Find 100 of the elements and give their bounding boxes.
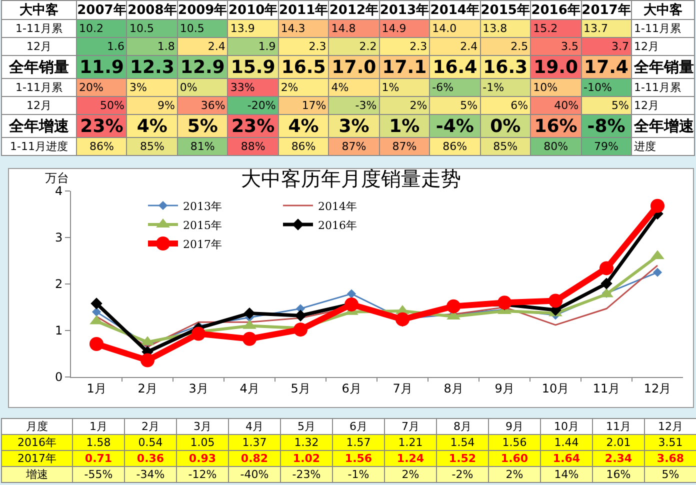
text: 增速 xyxy=(2,466,72,482)
data-label: 2% xyxy=(278,78,329,96)
text: -40% xyxy=(228,466,280,482)
y-tick-label: 2 xyxy=(54,277,63,292)
data-label: 17.0 xyxy=(328,56,380,78)
point xyxy=(652,268,662,277)
x-tick-label: 2008年 xyxy=(126,0,178,20)
data-label: 79% xyxy=(581,138,632,156)
data-label: 14.3 xyxy=(278,20,329,38)
data-label: 10.5 xyxy=(126,20,178,38)
text: 月度 xyxy=(2,418,72,434)
category-label: 1月 xyxy=(90,420,108,433)
data-label: 50% xyxy=(76,96,127,114)
data-label: 0.93 xyxy=(176,450,228,466)
text: 14% xyxy=(540,466,592,482)
x-tick-label: 12月 xyxy=(644,381,672,396)
data-label: 3% xyxy=(126,78,178,96)
point xyxy=(396,312,410,326)
x-tick-label: 2015年 xyxy=(480,0,531,20)
category-label: 3月 xyxy=(194,420,212,433)
text: 2017年 xyxy=(18,452,56,465)
point xyxy=(346,289,356,298)
category-label: 8月 xyxy=(454,420,472,433)
x-tick-label: 2007年 xyxy=(76,0,127,20)
data-label: -1% xyxy=(480,78,531,96)
text: -1% xyxy=(332,466,384,482)
legend-label: 2013年 xyxy=(183,200,222,213)
y-axis-title: 万台 xyxy=(45,171,69,185)
data-label: 1.52 xyxy=(436,450,488,466)
y-tick-label: 1 xyxy=(54,324,63,338)
data-label: -20% xyxy=(228,96,278,114)
text: 大中客 xyxy=(632,0,694,20)
data-label: 15.2 xyxy=(530,20,582,38)
text: 2% xyxy=(488,466,540,482)
data-label: 2.4 xyxy=(177,38,228,56)
data-label: 15.9 xyxy=(228,56,278,78)
data-label: 0.36 xyxy=(124,450,176,466)
data-label: 2.5 xyxy=(480,38,531,56)
data-label: 1.9 xyxy=(228,38,278,56)
data-label: 17.1 xyxy=(379,56,430,78)
data-label: -10% xyxy=(581,78,632,96)
text: 2% xyxy=(384,466,436,482)
data-label: -4% xyxy=(430,114,480,138)
point xyxy=(548,294,562,308)
data-label: 33% xyxy=(228,78,278,96)
data-label: 0.71 xyxy=(72,450,124,466)
point xyxy=(600,261,614,276)
data-label: 2.3 xyxy=(278,38,329,56)
data-label: 86% xyxy=(76,138,127,156)
data-label: 86% xyxy=(430,138,480,156)
data-label: 4% xyxy=(328,78,380,96)
x-tick-label: 7月 xyxy=(392,381,412,396)
data-label: 85% xyxy=(126,138,178,156)
point xyxy=(294,322,308,337)
x-tick-label: 4月 xyxy=(240,381,260,396)
data-label: 88% xyxy=(228,138,278,156)
y2-tick-label: 12月 xyxy=(632,96,694,114)
x-tick-label: 5月 xyxy=(290,381,310,396)
x-tick-label: 2016年 xyxy=(530,0,582,20)
data-label: 0.82 xyxy=(228,450,280,466)
y-tick-label: 4 xyxy=(54,184,63,198)
point xyxy=(650,198,664,213)
data-label: 3% xyxy=(328,114,380,138)
data-label: 13.9 xyxy=(228,20,278,38)
data-label: -8% xyxy=(581,114,632,138)
y2-tick-label: 全年销量 xyxy=(632,56,694,78)
data-label: 5% xyxy=(430,96,480,114)
category-label: 9月 xyxy=(506,420,524,433)
legend-label: 2015年 xyxy=(183,218,222,232)
point xyxy=(90,336,104,351)
x-tick-label: 2012年 xyxy=(328,0,380,20)
text: -12% xyxy=(176,466,228,482)
y-tick-label: 12月 xyxy=(2,38,76,56)
data-label: 2.34 xyxy=(592,450,644,466)
data-label: 1.32 xyxy=(280,434,332,450)
text: 5% xyxy=(644,466,696,482)
y-tick-label: 0 xyxy=(54,370,63,384)
y2-tick-label: 全年增速 xyxy=(632,114,694,138)
data-label: 1.8 xyxy=(126,38,178,56)
x-tick-label: 2月 xyxy=(138,381,158,396)
data-label: 0% xyxy=(480,114,531,138)
data-label: 10% xyxy=(530,78,582,96)
x-tick-label: 11月 xyxy=(592,381,620,396)
y-tick-label: 全年增速 xyxy=(2,114,76,138)
category-label: 11月 xyxy=(606,420,631,433)
data-label: 14.8 xyxy=(328,20,380,38)
data-label: 1.05 xyxy=(176,434,228,450)
data-label: 36% xyxy=(177,96,228,114)
data-label: 16.5 xyxy=(278,56,329,78)
data-label: 85% xyxy=(480,138,531,156)
data-label: 6% xyxy=(480,96,531,114)
data-label: 12.3 xyxy=(126,56,178,78)
data-label: 10.5 xyxy=(177,20,228,38)
y-tick-label: 全年销量 xyxy=(2,56,76,78)
data-label: 87% xyxy=(328,138,380,156)
data-label: 1.21 xyxy=(384,434,436,450)
y-tick-label: 12月 xyxy=(2,96,76,114)
data-label: 3.51 xyxy=(644,434,696,450)
data-label: 0% xyxy=(177,78,228,96)
data-label: 2.4 xyxy=(430,38,480,56)
